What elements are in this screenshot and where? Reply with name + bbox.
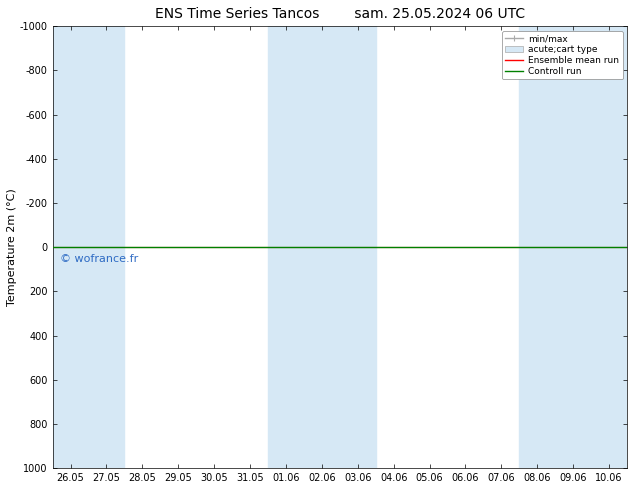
Bar [268,26,304,468]
Bar [340,26,376,468]
Text: © wofrance.fr: © wofrance.fr [60,254,138,264]
Bar [519,26,555,468]
Bar [591,26,627,468]
Bar [304,26,340,468]
Title: ENS Time Series Tancos        sam. 25.05.2024 06 UTC: ENS Time Series Tancos sam. 25.05.2024 0… [155,7,525,21]
Bar [89,26,124,468]
Bar [555,26,591,468]
Legend: min/max, acute;cart type, Ensemble mean run, Controll run: min/max, acute;cart type, Ensemble mean … [501,31,623,79]
Y-axis label: Temperature 2m (°C): Temperature 2m (°C) [7,188,17,306]
Bar [53,26,89,468]
